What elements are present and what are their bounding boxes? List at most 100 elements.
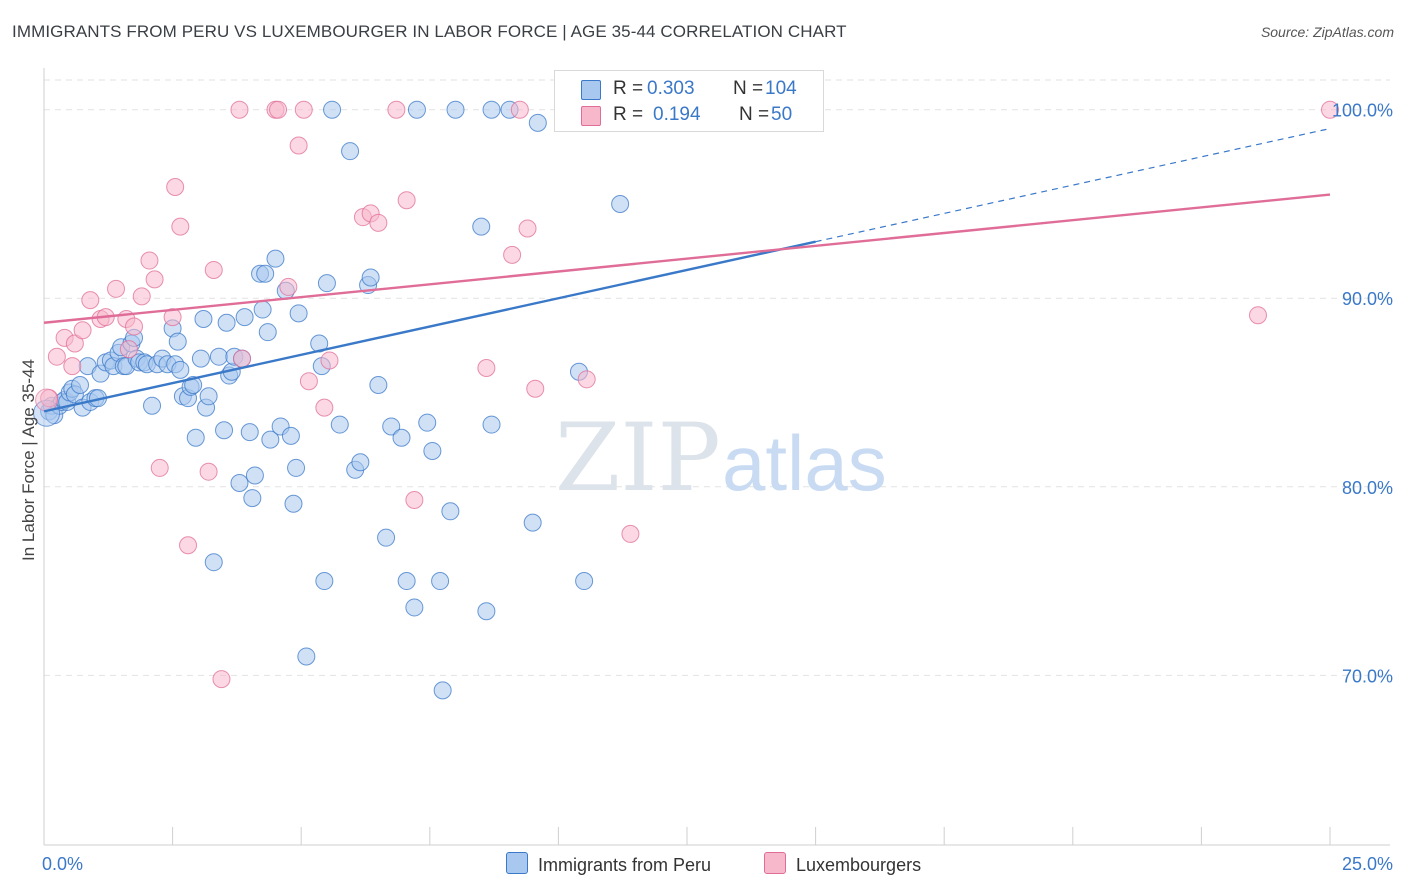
- luxembourger-point: [233, 349, 252, 368]
- luxembourger-point: [279, 277, 298, 296]
- peru-point: [168, 332, 187, 351]
- luxembourger-point: [204, 260, 223, 279]
- peru-point: [243, 489, 262, 508]
- legend-row-luxembourgers: R = 0.194 N = 50: [555, 102, 823, 128]
- peru-point: [71, 375, 90, 394]
- peru-point: [472, 217, 491, 236]
- luxembourger-trend-line: [43, 193, 1331, 324]
- legend-item-luxembourgers: Luxembourgers: [764, 852, 921, 876]
- peru-point: [397, 572, 416, 591]
- peru-point: [245, 466, 264, 485]
- peru-point: [186, 428, 205, 447]
- y-tick-label: 80.0%: [1342, 478, 1393, 498]
- y-tick-label: 70.0%: [1342, 666, 1393, 686]
- luxembourger-point: [179, 536, 198, 555]
- peru-point: [191, 349, 210, 368]
- stats-legend: R = 0.303 N = 104 R = 0.194 N = 50: [554, 70, 824, 132]
- luxembourger-point: [577, 370, 596, 389]
- legend-n-value: 104: [765, 78, 797, 99]
- peru-point: [266, 249, 285, 268]
- legend-r-label: R =: [613, 78, 644, 99]
- axes: [43, 68, 1390, 846]
- legend-swatch-pink: [581, 106, 601, 126]
- peru-point: [199, 387, 218, 406]
- grid-lines: [44, 79, 1390, 676]
- peru-point: [477, 602, 496, 621]
- peru-point: [194, 309, 213, 328]
- luxembourger-point: [132, 287, 151, 306]
- peru-point: [317, 274, 336, 293]
- peru-point: [143, 396, 162, 415]
- peru-point: [230, 474, 249, 493]
- series-luxembourgers-points: [35, 100, 1339, 689]
- luxembourger-point: [65, 334, 84, 353]
- peru-point: [392, 428, 411, 447]
- peru-point: [575, 572, 594, 591]
- peru-point: [256, 264, 275, 283]
- peru-point: [171, 360, 190, 379]
- legend-swatch-pink: [764, 852, 786, 874]
- luxembourger-point: [405, 490, 424, 509]
- peru-point: [235, 308, 254, 327]
- peru-point: [523, 513, 542, 532]
- legend-swatch-blue: [581, 80, 601, 100]
- peru-point: [217, 313, 236, 332]
- luxembourger-point: [140, 251, 159, 270]
- legend-r-value: 0.303: [647, 78, 695, 99]
- luxembourger-point: [518, 219, 537, 238]
- peru-point: [382, 417, 401, 436]
- luxembourger-point: [199, 462, 218, 481]
- luxembourger-point: [230, 100, 249, 119]
- luxembourger-point: [150, 458, 169, 477]
- peru-point: [209, 347, 228, 366]
- luxembourger-point: [171, 217, 190, 236]
- peru-point: [361, 268, 380, 287]
- peru-point: [405, 598, 424, 617]
- luxembourger-point: [212, 670, 231, 689]
- peru-point: [323, 100, 342, 119]
- peru-point: [215, 421, 234, 440]
- peru-point: [240, 423, 259, 442]
- luxembourger-point: [299, 372, 318, 391]
- luxembourger-point: [73, 321, 92, 340]
- peru-point: [315, 572, 334, 591]
- peru-point: [407, 100, 426, 119]
- luxembourger-point: [289, 136, 308, 155]
- luxembourger-point: [294, 100, 313, 119]
- peru-point: [431, 572, 450, 591]
- luxembourger-point: [1248, 306, 1267, 325]
- peru-trend-extension: [815, 127, 1331, 243]
- luxembourger-point: [163, 308, 182, 327]
- peru-point: [528, 113, 547, 132]
- series-peru-points: [33, 100, 738, 700]
- luxembourger-point: [315, 398, 334, 417]
- luxembourger-point: [510, 100, 529, 119]
- legend-n-label: N =: [739, 104, 770, 125]
- peru-point: [297, 647, 316, 666]
- peru-point: [377, 528, 396, 547]
- luxembourger-point: [35, 388, 59, 412]
- legend-n-label: N =: [733, 78, 764, 99]
- legend-swatch-blue: [506, 852, 528, 874]
- legend-item-peru: Immigrants from Peru: [506, 852, 711, 876]
- source-label: Source: ZipAtlas.com: [1260, 24, 1394, 40]
- luxembourger-point: [503, 245, 522, 264]
- luxembourger-point: [621, 524, 640, 543]
- watermark-atlas: atlas: [722, 419, 887, 507]
- luxembourger-point: [145, 270, 164, 289]
- luxembourger-point: [369, 213, 388, 232]
- luxembourger-point: [47, 347, 66, 366]
- luxembourger-point: [81, 291, 100, 310]
- peru-point: [330, 415, 349, 434]
- luxembourger-point: [119, 340, 138, 359]
- peru-point: [351, 453, 370, 472]
- y-axis-label: In Labor Force | Age 35-44: [19, 359, 38, 561]
- y-tick-labels: 70.0% 80.0% 90.0% 100.0%: [1332, 101, 1393, 687]
- peru-point: [423, 441, 442, 460]
- x-tick-label: 25.0%: [1342, 854, 1393, 874]
- peru-point: [341, 142, 360, 161]
- luxembourger-point: [107, 279, 126, 298]
- peru-point: [418, 413, 437, 432]
- peru-point: [611, 194, 630, 213]
